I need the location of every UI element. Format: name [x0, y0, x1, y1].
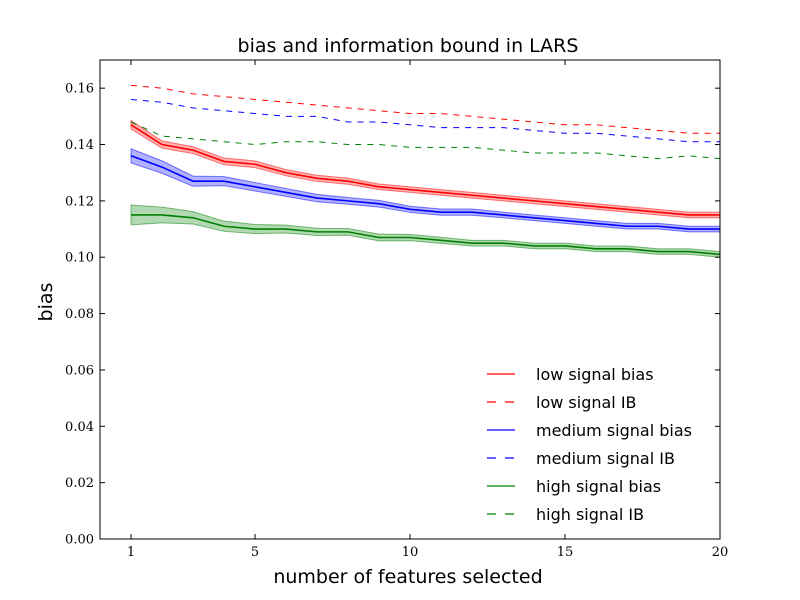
legend: low signal bias low signal IB medium signa…: [487, 365, 692, 524]
y-tick-label: 0.04: [65, 420, 94, 435]
low-signal-bias-legend-label: low signal bias: [536, 365, 654, 384]
y-tick-label: 0.14: [65, 138, 94, 153]
medium-signal-ib-line: [130, 98, 720, 143]
high-signal-ib-legend-label: high signal IB: [536, 505, 644, 524]
y-tick-label: 0.10: [65, 251, 94, 266]
y-tick-label: 0.06: [65, 363, 94, 378]
axis-ticks: 1 5 10 15 200.000.020.040.060.080.100.120.14…: [65, 60, 728, 560]
x-tick-label: 20: [712, 545, 729, 560]
high-signal-bias-legend-label: high signal bias: [536, 477, 661, 496]
x-axis-label: number of features selected: [273, 566, 542, 588]
medium-signal-ib-legend-label: medium signal IB: [536, 449, 675, 468]
high-signal-bias-line: [131, 214, 721, 256]
y-tick-label: 0.16: [65, 82, 94, 97]
low-signal-bias-line: [130, 124, 720, 216]
y-tick-label: 0.00: [65, 533, 94, 548]
x-tick-label: 5: [251, 545, 259, 560]
low-signal-bias-band: [130, 119, 721, 219]
low-signal-ib-line: [130, 84, 720, 134]
plot-frame: [99, 59, 721, 540]
low-signal-ib-legend-label: low signal IB: [536, 393, 637, 412]
x-tick-label: 15: [557, 545, 574, 560]
x-tick-label: 10: [402, 545, 419, 560]
medium-signal-bias-line: [130, 155, 720, 230]
high-signal-ib-line: [130, 121, 721, 160]
y-tick-label: 0.12: [65, 194, 94, 209]
series-lines: [130, 84, 721, 256]
x-tick-label: 1: [127, 545, 135, 560]
y-tick-label: 0.02: [65, 476, 94, 491]
confidence-bands: [130, 119, 721, 258]
y-axis-label: bias: [35, 283, 57, 322]
medium-signal-bias-legend-label: medium signal bias: [536, 421, 692, 440]
y-tick-label: 0.08: [65, 307, 94, 322]
chart-title: bias and information bound in LARS: [238, 35, 579, 57]
